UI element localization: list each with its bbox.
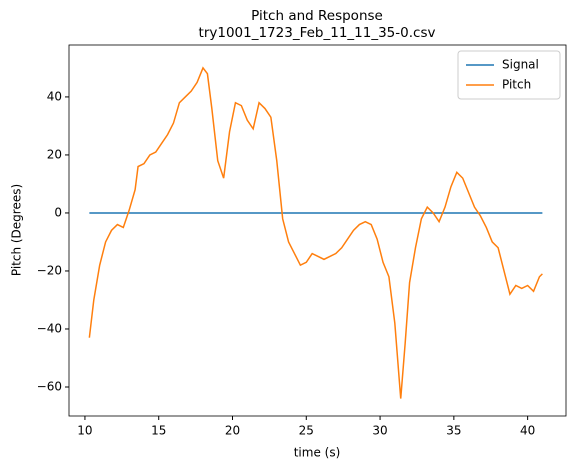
plot-frame: [68, 44, 567, 417]
chart-title: Pitch and Response: [251, 8, 383, 24]
x-tick-label: 25: [299, 424, 314, 438]
series-line: [88, 66, 543, 399]
y-tick-label: −60: [37, 379, 62, 393]
y-tick-label: −20: [37, 263, 62, 277]
x-tick-label: 15: [151, 424, 166, 438]
y-tick-label: −40: [37, 321, 62, 335]
x-tick-label: 10: [77, 424, 92, 438]
y-tick-label: 0: [54, 205, 62, 219]
chart-subtitle: try1001_1723_Feb_11_11_35-0.csv: [199, 25, 436, 41]
x-tick-label: 30: [372, 424, 387, 438]
x-tick-label: 20: [225, 424, 240, 438]
legend-label: Signal: [502, 58, 539, 72]
x-tick-label: 40: [520, 424, 535, 438]
x-tick-label: 35: [446, 424, 461, 438]
y-tick-label: 40: [47, 89, 62, 103]
legend-box: [457, 50, 561, 100]
y-axis-label: Pitch (Degrees): [10, 184, 24, 276]
legend-label: Pitch: [502, 78, 531, 92]
x-axis-label: time (s): [294, 446, 341, 460]
y-tick-label: 20: [47, 147, 62, 161]
